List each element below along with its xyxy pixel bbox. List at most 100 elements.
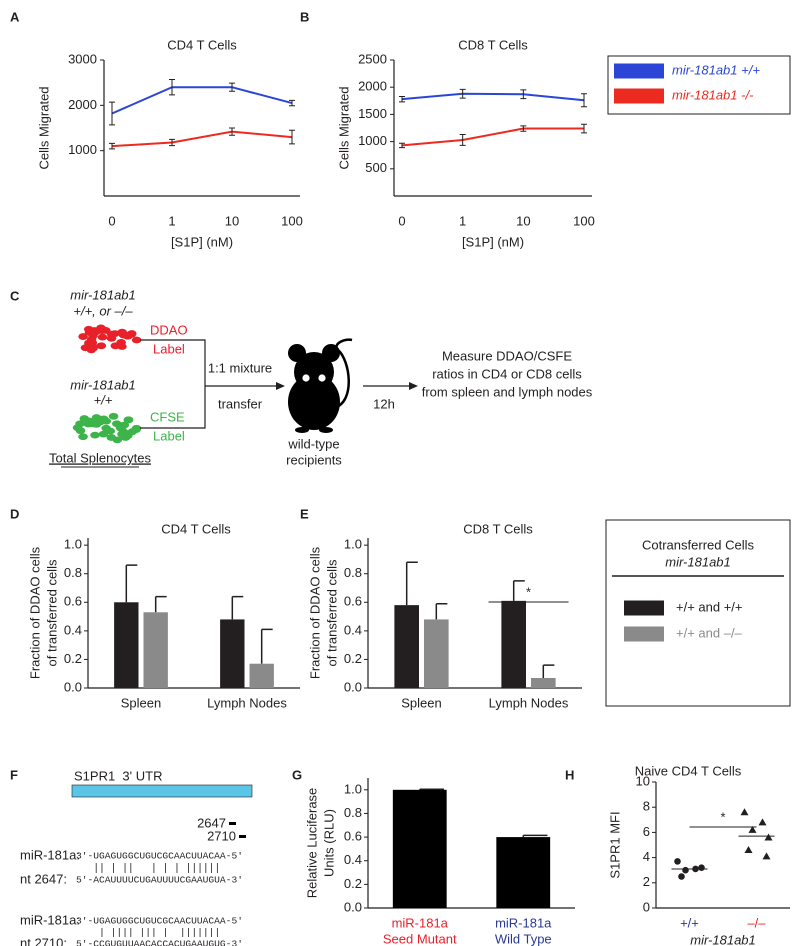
error-bar bbox=[520, 89, 527, 100]
cell bbox=[79, 415, 90, 422]
x-axis-label: [S1P] (nM) bbox=[171, 234, 233, 249]
bar bbox=[501, 600, 526, 688]
x-tick-label: 1 bbox=[459, 213, 466, 228]
y-tick-label: 0 bbox=[643, 899, 650, 914]
cell bbox=[88, 344, 98, 352]
error-bar bbox=[522, 834, 548, 838]
y-tick-label: 4 bbox=[643, 849, 650, 864]
y-tick-label: 0.2 bbox=[344, 876, 362, 891]
chart-title: Naive CD4 T Cells bbox=[635, 763, 742, 778]
x-tick-label: Lymph Nodes bbox=[207, 695, 287, 710]
x-tick-label: 10 bbox=[516, 213, 530, 228]
arrow-head bbox=[409, 382, 418, 390]
site-mark bbox=[239, 835, 246, 838]
y-tick-label: 2 bbox=[643, 874, 650, 889]
error-bar bbox=[399, 95, 405, 103]
cell bbox=[101, 424, 111, 432]
bar bbox=[424, 619, 449, 688]
cell bbox=[83, 325, 94, 333]
legend-swatch bbox=[624, 626, 664, 642]
cell bbox=[90, 431, 100, 439]
panel-label: D bbox=[10, 506, 19, 521]
alignments: miR-181a: nt 2647: 3'-UGAGUGGCUGUCGCAACUUA… bbox=[20, 847, 243, 946]
panel-label: F bbox=[10, 767, 18, 782]
y-axis-label: Cells Migrated bbox=[36, 86, 51, 169]
data-line bbox=[111, 86, 293, 115]
legend-title: Cotransferred Cells bbox=[642, 537, 754, 552]
utr-bar bbox=[71, 784, 253, 798]
cell bbox=[112, 420, 122, 428]
y-tick-label: 0.4 bbox=[344, 852, 362, 867]
chart-title: CD8 T Cells bbox=[458, 37, 528, 52]
error-bar bbox=[405, 561, 418, 606]
bar bbox=[220, 619, 245, 688]
y-tick-label: 0.0 bbox=[344, 679, 362, 694]
y-tick-label: 0.0 bbox=[344, 899, 362, 914]
y-tick-label: 500 bbox=[365, 160, 387, 175]
genotype: +/+, or –/– bbox=[73, 303, 133, 318]
panel-label: A bbox=[10, 9, 20, 24]
error-bar bbox=[459, 134, 466, 146]
bar bbox=[531, 678, 556, 688]
y-tick-label: 0.2 bbox=[344, 651, 362, 666]
legend-label: mir-181ab1 +/+ bbox=[672, 62, 760, 77]
cell bbox=[78, 333, 88, 340]
error-bar bbox=[399, 142, 405, 149]
cell bbox=[75, 420, 85, 428]
cell bbox=[117, 430, 127, 438]
x-tick-label: miR-181a bbox=[392, 915, 449, 930]
y-tick-label: 2500 bbox=[358, 51, 387, 66]
mirna-seq: 3'-UGAGUGGCUGUCGCAACUUACAA-5' bbox=[76, 851, 243, 862]
legend-label: mir-181ab1 -/- bbox=[672, 87, 754, 102]
y-tick-label: 2000 bbox=[358, 79, 387, 94]
legend-label: +/+ and –/– bbox=[676, 625, 743, 640]
x-tick-label: 10 bbox=[225, 213, 239, 228]
dye-label: CFSE bbox=[150, 409, 185, 424]
cell bbox=[96, 324, 106, 332]
error-bar bbox=[542, 664, 555, 678]
data-point bbox=[678, 873, 685, 880]
x-axis-label: mir-181ab1 bbox=[690, 932, 756, 946]
cell bbox=[117, 328, 127, 336]
readout: Measure DDAO/CSFE bbox=[442, 348, 572, 363]
bar bbox=[114, 602, 139, 688]
x-tick-label: 1 bbox=[168, 213, 175, 228]
data-line bbox=[401, 92, 585, 102]
legend-title: mir-181ab1 bbox=[665, 554, 731, 569]
bar bbox=[392, 789, 447, 908]
recipient-label: recipients bbox=[286, 452, 342, 467]
target-label: nt 2710: bbox=[20, 935, 67, 946]
recipient-label: wild-type bbox=[287, 436, 339, 451]
error-bar bbox=[520, 125, 527, 132]
x-axis-label: [S1P] (nM) bbox=[462, 234, 524, 249]
y-tick-label: 0.8 bbox=[64, 565, 82, 580]
legend-swatch bbox=[624, 600, 664, 616]
error-bar bbox=[109, 142, 115, 150]
data-line bbox=[111, 130, 293, 148]
panel-label: C bbox=[10, 288, 20, 303]
error-bar bbox=[169, 138, 175, 147]
cell bbox=[108, 412, 119, 420]
y-axis-label: S1PR1 MFI bbox=[607, 811, 622, 878]
error-bar bbox=[125, 564, 138, 603]
cell bbox=[75, 427, 86, 435]
legend-box bbox=[605, 519, 791, 707]
data-point bbox=[764, 833, 773, 841]
data-line bbox=[401, 127, 584, 147]
error-bar bbox=[459, 88, 466, 99]
mirna-label: miR-181a: bbox=[20, 912, 80, 927]
readout: ratios in CD4 or CD8 cells bbox=[432, 366, 582, 381]
site-mark bbox=[229, 822, 236, 825]
y-tick-label: 0.2 bbox=[64, 651, 82, 666]
target-seq: 5'-ACAUUUUCUGAUUUUCGAAUGUA-3' bbox=[76, 875, 243, 886]
cell bbox=[127, 428, 138, 436]
data-point bbox=[762, 852, 771, 860]
x-tick-label: Seed Mutant bbox=[383, 931, 457, 946]
mirna-seq: 3'-UGAGUGGCUGUCGCAACUUACAA-5' bbox=[76, 916, 243, 927]
y-tick-label: 8 bbox=[643, 799, 650, 814]
legend-swatch bbox=[614, 88, 664, 104]
target-seq: 5'-CCGUGUUAACACCACUGAAUGUG-3' bbox=[76, 939, 243, 946]
error-bar bbox=[512, 580, 525, 601]
data-point bbox=[758, 818, 767, 826]
x-tick-label: 100 bbox=[281, 213, 303, 228]
